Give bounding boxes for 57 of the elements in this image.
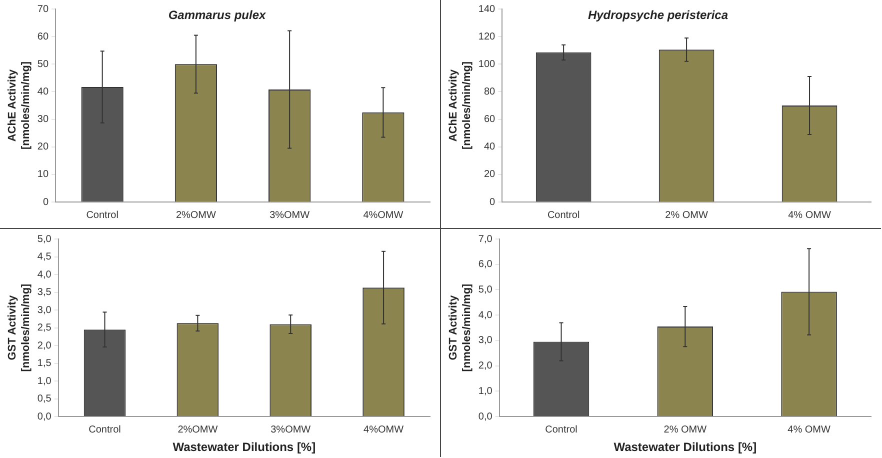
x-tick-label: 4% OMW xyxy=(788,210,832,221)
y-tick-label: 0,0 xyxy=(478,411,493,422)
y-axis-title: GST Activity [nmoles/min/mg] xyxy=(448,283,473,372)
y-tick-label: 60 xyxy=(484,114,496,126)
y-tick-label: 0 xyxy=(490,196,496,208)
x-tick-label: 2% OMW xyxy=(664,424,708,436)
chart-title: Gammarus pulex xyxy=(168,8,268,22)
x-axis-title: Wastewater Dilutions [%] xyxy=(172,440,316,454)
y-tick-label: 2,0 xyxy=(37,340,52,352)
x-tick-label: 4%OMW xyxy=(364,424,404,436)
y-tick-label: 1,5 xyxy=(37,358,52,370)
y-axis-title: GST Activity [nmoles/min/mg] xyxy=(6,283,32,372)
x-tick-label: Control xyxy=(547,210,580,221)
y-tick-label: 0 xyxy=(42,196,49,208)
y-tick-label: 2,5 xyxy=(37,322,52,334)
x-tick-label: 4%OMW xyxy=(363,210,404,221)
y-tick-label: 20 xyxy=(37,142,49,153)
y-tick-label: 80 xyxy=(484,86,496,98)
y-tick-label: 0,5 xyxy=(37,394,52,405)
x-tick-label: 2%OMW xyxy=(176,210,217,221)
y-tick-label: 40 xyxy=(37,86,49,98)
y-tick-label: 10 xyxy=(37,169,49,180)
x-tick-label: 2% OMW xyxy=(665,210,708,221)
y-tick-label: 50 xyxy=(37,58,49,70)
y-tick-label: 70 xyxy=(37,4,49,15)
y-axis-title: AChE Activity [nmoles/min/mg] xyxy=(6,61,32,150)
y-tick-label: 5,0 xyxy=(37,234,52,245)
y-tick-label: 120 xyxy=(478,31,496,42)
y-tick-label: 40 xyxy=(484,142,496,153)
x-tick-label: 4% OMW xyxy=(788,424,831,436)
x-tick-label: Control xyxy=(86,210,118,221)
y-tick-label: 20 xyxy=(484,169,496,180)
x-axis-title: Wastewater Dilutions [%] xyxy=(614,440,757,454)
y-tick-label: 30 xyxy=(37,114,49,126)
x-tick-label: 2%OMW xyxy=(178,424,218,436)
y-tick-label: 5,0 xyxy=(478,284,493,296)
y-tick-label: 4,5 xyxy=(37,252,52,263)
y-axis-title: AChE Activity [nmoles/min/mg] xyxy=(448,61,473,150)
y-tick-label: 6,0 xyxy=(478,259,493,270)
chart-title: Hydropsyche peristerica xyxy=(588,8,728,22)
y-tick-label: 1,0 xyxy=(37,376,52,387)
y-tick-label: 4,0 xyxy=(478,310,493,321)
y-tick-label: 2,0 xyxy=(478,360,493,372)
x-tick-label: Control xyxy=(545,424,578,436)
y-tick-label: 0,0 xyxy=(37,411,52,422)
x-tick-label: Control xyxy=(88,424,121,436)
y-tick-label: 3,0 xyxy=(37,304,52,316)
y-tick-label: 1,0 xyxy=(478,386,493,397)
y-tick-label: 60 xyxy=(37,31,49,42)
x-tick-label: 3%OMW xyxy=(270,210,310,221)
x-tick-label: 3%OMW xyxy=(270,424,312,436)
y-tick-label: 4,0 xyxy=(37,269,52,280)
y-tick-label: 3,0 xyxy=(478,335,493,346)
y-tick-label: 3,5 xyxy=(37,287,52,298)
y-tick-label: 140 xyxy=(478,4,496,15)
y-tick-label: 7,0 xyxy=(478,234,493,245)
y-tick-label: 100 xyxy=(478,58,496,70)
